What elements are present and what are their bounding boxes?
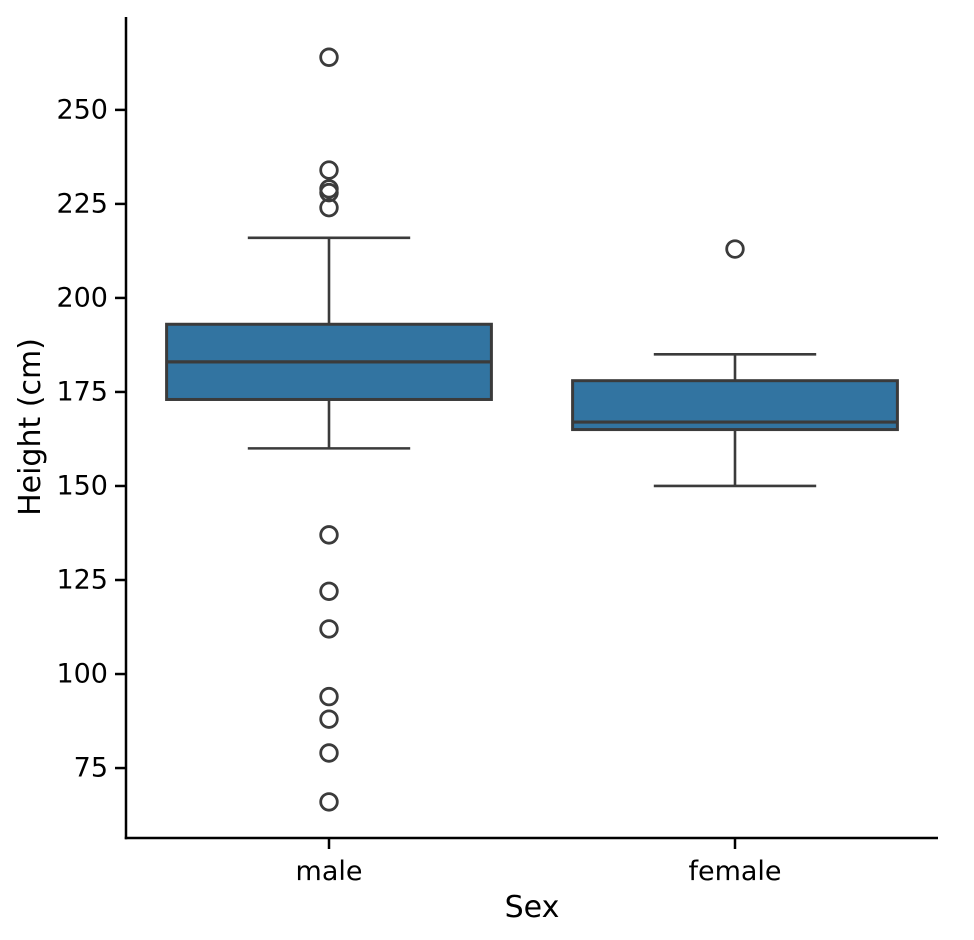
x-tick-label-female: female [688, 856, 781, 887]
outlier-point-male [319, 686, 339, 707]
y-tick-label-150: 150 [56, 470, 108, 501]
y-tick-label-100: 100 [56, 659, 108, 690]
y-tick-label-175: 175 [56, 376, 108, 407]
x-axis-label: Sex [504, 890, 560, 925]
outlier-point-male [319, 47, 339, 67]
y-tick-label-225: 225 [56, 188, 108, 219]
y-tick-label-75: 75 [74, 753, 108, 784]
outlier-point-male [319, 709, 339, 729]
y-tick-label-250: 250 [56, 94, 108, 125]
outlier-point-male [319, 197, 339, 218]
outlier-point-female [725, 239, 745, 259]
y-tick-label-200: 200 [56, 282, 108, 313]
outlier-point-male [319, 581, 339, 601]
outlier-point-male [319, 743, 339, 763]
outlier-point-male [319, 619, 339, 639]
y-axis-label: Height (cm) [13, 338, 48, 516]
outlier-point-male [319, 792, 339, 812]
x-tick-label-male: male [296, 856, 363, 887]
outlier-point-male [319, 182, 339, 203]
y-tick-label-125: 125 [56, 565, 108, 596]
outlier-point-male [319, 525, 339, 545]
outlier-point-male [319, 160, 339, 180]
